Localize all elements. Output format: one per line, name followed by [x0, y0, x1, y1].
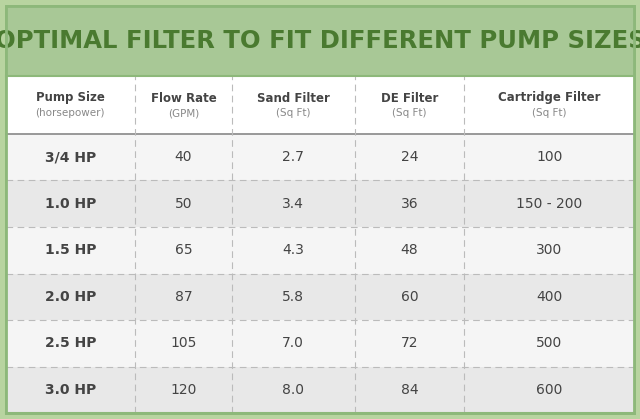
Text: 400: 400 — [536, 290, 563, 304]
Text: 2.7: 2.7 — [282, 150, 304, 164]
Text: 2.5 HP: 2.5 HP — [45, 336, 96, 350]
Text: 36: 36 — [401, 197, 419, 211]
Bar — [6, 320, 634, 367]
Text: Flow Rate: Flow Rate — [150, 91, 216, 104]
Text: (Sq Ft): (Sq Ft) — [532, 108, 566, 118]
Text: 7.0: 7.0 — [282, 336, 304, 350]
Text: 3/4 HP: 3/4 HP — [45, 150, 96, 164]
Bar — [6, 181, 634, 227]
Text: (GPM): (GPM) — [168, 108, 199, 118]
Bar — [6, 367, 634, 413]
Text: 120: 120 — [170, 383, 196, 397]
Bar — [6, 274, 634, 320]
Text: Sand Filter: Sand Filter — [257, 91, 330, 104]
Text: 1.0 HP: 1.0 HP — [45, 197, 96, 211]
Text: 87: 87 — [175, 290, 192, 304]
Text: 300: 300 — [536, 243, 563, 257]
Text: 1.5 HP: 1.5 HP — [45, 243, 96, 257]
Text: 105: 105 — [170, 336, 196, 350]
Bar — [6, 76, 634, 134]
Text: Pump Size: Pump Size — [36, 91, 105, 104]
Text: 150 - 200: 150 - 200 — [516, 197, 582, 211]
Text: 48: 48 — [401, 243, 419, 257]
Text: 2.0 HP: 2.0 HP — [45, 290, 96, 304]
Text: 8.0: 8.0 — [282, 383, 304, 397]
Text: 24: 24 — [401, 150, 419, 164]
Text: 5.8: 5.8 — [282, 290, 304, 304]
Bar — [6, 6, 634, 76]
Text: DE Filter: DE Filter — [381, 91, 438, 104]
Text: 72: 72 — [401, 336, 419, 350]
Text: 600: 600 — [536, 383, 563, 397]
Text: 65: 65 — [175, 243, 192, 257]
Text: Cartridge Filter: Cartridge Filter — [498, 91, 600, 104]
Text: (Sq Ft): (Sq Ft) — [392, 108, 427, 118]
Text: 60: 60 — [401, 290, 419, 304]
Text: (Sq Ft): (Sq Ft) — [276, 108, 310, 118]
Text: 100: 100 — [536, 150, 563, 164]
Bar — [6, 76, 634, 413]
Text: 500: 500 — [536, 336, 563, 350]
Text: 3.4: 3.4 — [282, 197, 304, 211]
Text: (horsepower): (horsepower) — [36, 108, 105, 118]
Text: 50: 50 — [175, 197, 192, 211]
Text: 4.3: 4.3 — [282, 243, 304, 257]
Bar — [6, 227, 634, 274]
Text: 3.0 HP: 3.0 HP — [45, 383, 96, 397]
Text: 84: 84 — [401, 383, 419, 397]
Bar — [6, 134, 634, 181]
Text: 40: 40 — [175, 150, 192, 164]
Text: OPTIMAL FILTER TO FIT DIFFERENT PUMP SIZES: OPTIMAL FILTER TO FIT DIFFERENT PUMP SIZ… — [0, 29, 640, 53]
